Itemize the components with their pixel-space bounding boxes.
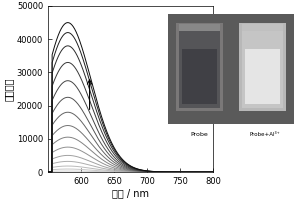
Bar	[179, 24, 220, 30]
Bar	[179, 28, 220, 108]
Bar	[176, 23, 224, 111]
Bar	[245, 49, 280, 104]
Bar	[242, 24, 283, 30]
Text: Probe+Al³⁺: Probe+Al³⁺	[250, 132, 280, 137]
Bar	[182, 49, 217, 104]
X-axis label: 波长 / nm: 波长 / nm	[112, 189, 149, 199]
Bar	[242, 28, 283, 108]
Y-axis label: 荧光强度: 荧光强度	[4, 77, 14, 101]
Text: Probe: Probe	[190, 132, 208, 137]
Bar	[238, 23, 286, 111]
